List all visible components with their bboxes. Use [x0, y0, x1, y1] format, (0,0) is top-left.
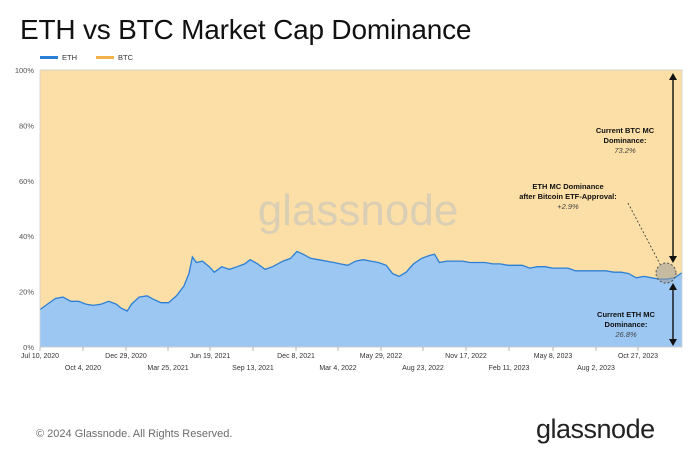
arrow-head — [669, 339, 677, 346]
x-tick-label: Sep 13, 2021 — [232, 365, 274, 372]
x-tick-label: Mar 25, 2021 — [147, 365, 188, 372]
etf-pointer-line — [627, 202, 661, 265]
copyright-text: © 2024 Glassnode. All Rights Reserved. — [36, 428, 233, 440]
x-tick-label: May 8, 2023 — [534, 353, 573, 360]
x-tick-label: Oct 27, 2023 — [618, 353, 658, 360]
etf-annotation-value: +2.9% — [557, 202, 579, 211]
legend-swatch — [96, 56, 114, 59]
arrow-head — [669, 73, 677, 80]
area-layer — [39, 70, 683, 347]
x-tick-label: Aug 2, 2023 — [577, 365, 615, 372]
btc-annotation-label: Current BTC MC — [596, 126, 655, 135]
x-tick-label: Aug 23, 2022 — [402, 365, 444, 372]
y-tick-label: 100% — [15, 66, 35, 75]
x-tick-label: Mar 4, 2022 — [319, 365, 356, 372]
btc-annotation-label: Dominance: — [604, 136, 647, 145]
x-tick-label: May 29, 2022 — [360, 353, 403, 360]
legend-label: BTC — [118, 53, 134, 62]
x-tick-label: Jul 10, 2020 — [21, 353, 59, 360]
eth-annotation-label: Dominance: — [605, 320, 648, 329]
y-tick-label: 80% — [19, 121, 34, 130]
eth-annotation-label: Current ETH MC — [597, 310, 656, 319]
arrow-head — [669, 256, 677, 263]
eth-area — [40, 251, 682, 347]
page-title: ETH vs BTC Market Cap Dominance — [20, 14, 472, 45]
arrow-head — [669, 283, 677, 290]
legend-swatch — [40, 56, 58, 59]
btc-annotation-value: 73.2% — [614, 146, 636, 155]
x-tick-label: Nov 17, 2022 — [445, 353, 487, 360]
watermark: glassnode — [258, 186, 459, 235]
x-tick-label: Oct 4, 2020 — [65, 365, 101, 372]
y-tick-label: 60% — [19, 177, 34, 186]
y-tick-label: 20% — [19, 288, 34, 297]
y-tick-label: 0% — [23, 343, 34, 352]
brand-logo-text: glassnode — [536, 414, 655, 444]
etf-highlight-circle — [655, 262, 677, 284]
etf-annotation-label: after Bitcoin ETF-Approval: — [519, 192, 617, 201]
x-tick-label: Jun 19, 2021 — [190, 353, 231, 360]
etf-annotation-label: ETH MC Dominance — [532, 182, 603, 191]
axes: 0% 20% 40% 60% 80% 100% Jul 10, 2020 Dec 29, 20… — [15, 66, 683, 372]
legend: ETH BTC — [40, 53, 134, 62]
legend-label: ETH — [62, 53, 77, 62]
x-tick-label: Dec 29, 2020 — [105, 353, 147, 360]
eth-line — [39, 250, 683, 312]
plot-border — [39, 69, 683, 348]
eth-annotation-value: 26.8% — [614, 330, 637, 339]
y-tick-label: 40% — [19, 232, 34, 241]
x-tick-label: Dec 8, 2021 — [277, 353, 315, 360]
x-tick-label: Feb 11, 2023 — [489, 365, 530, 372]
